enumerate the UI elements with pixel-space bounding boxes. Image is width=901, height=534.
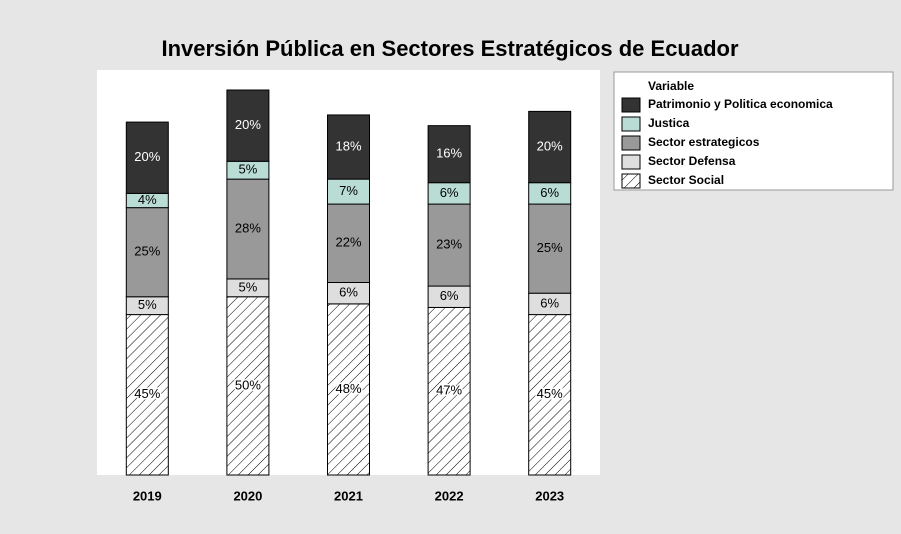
legend-label: Patrimonio y Politica economica [648, 97, 833, 111]
legend-label: Justica [648, 116, 690, 130]
legend-swatch [621, 173, 641, 189]
bar-segment [226, 178, 270, 280]
data-label: 20% [134, 149, 160, 164]
bar-segment [427, 125, 471, 184]
data-label: 4% [138, 192, 157, 207]
x-tick-label: 2021 [334, 488, 363, 503]
legend-box [613, 71, 894, 191]
data-label: 50% [235, 377, 261, 392]
bar-segment [327, 203, 370, 284]
data-label: 28% [235, 220, 261, 235]
bar-segment [226, 89, 270, 162]
data-label: 45% [134, 386, 160, 401]
legend-label: Sector estrategicos [648, 135, 760, 149]
data-label: 5% [138, 297, 157, 312]
bar-segment [327, 303, 370, 476]
data-label: 6% [440, 288, 459, 303]
data-label: 22% [335, 235, 361, 250]
data-label: 23% [436, 237, 462, 252]
bar-segment [528, 314, 572, 476]
data-label: 18% [335, 138, 361, 153]
data-label: 20% [537, 138, 563, 153]
data-label: 6% [540, 295, 559, 310]
legend-swatch [621, 97, 641, 113]
data-label: 16% [436, 146, 462, 161]
bar-segment [125, 314, 169, 476]
legend-swatch [621, 116, 641, 132]
bar-segment [226, 296, 270, 476]
data-label: 5% [239, 279, 258, 294]
legend-title: Variable [648, 79, 694, 93]
legend-swatch [621, 154, 641, 170]
data-label: 6% [440, 185, 459, 200]
data-label: 48% [335, 381, 361, 396]
bar-segment [427, 203, 471, 287]
legend-label: Sector Social [648, 173, 724, 187]
data-label: 6% [540, 185, 559, 200]
bar-segment [528, 110, 572, 184]
chart-title: Inversión Pública en Sectores Estratégic… [161, 36, 739, 61]
x-tick-label: 2020 [233, 488, 262, 503]
data-label: 47% [436, 383, 462, 398]
data-label: 6% [339, 285, 358, 300]
data-label: 7% [339, 183, 358, 198]
legend-label: Sector Defensa [648, 154, 736, 168]
data-label: 20% [235, 117, 261, 132]
data-label: 45% [537, 386, 563, 401]
bar-segment [528, 203, 572, 294]
data-label: 5% [239, 162, 258, 177]
bar-segment [327, 114, 370, 180]
x-tick-label: 2019 [133, 488, 162, 503]
x-tick-label: 2022 [435, 488, 464, 503]
x-tick-label: 2023 [535, 488, 564, 503]
legend-swatch [621, 135, 641, 151]
data-label: 25% [134, 244, 160, 259]
data-label: 25% [537, 240, 563, 255]
bar-segment [327, 178, 370, 205]
bar-segment [125, 121, 169, 194]
